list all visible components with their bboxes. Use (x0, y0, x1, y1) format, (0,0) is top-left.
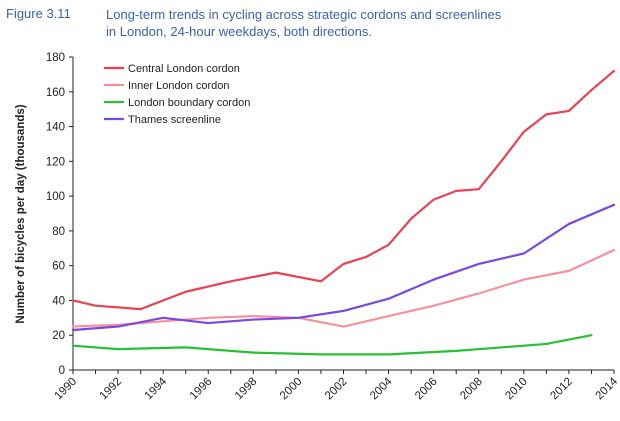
x-tick-label: 2010 (503, 376, 530, 403)
legend-entry-label: Inner London cordon (128, 80, 230, 92)
y-axis-label: Number of bicycles per day (thousands) (15, 104, 27, 323)
figure-label: Figure 3.11 (6, 6, 71, 21)
x-tick-label: 2002 (323, 376, 350, 403)
y-tick-label: 120 (46, 156, 65, 168)
y-tick-label: 20 (52, 330, 65, 342)
series-line-2 (71, 248, 616, 328)
y-ticks: 0 20 40 60 80 100 120 140 160 180 (46, 52, 73, 377)
legend: Central London cordon Inner London cordon… (104, 63, 250, 126)
series-line-1 (71, 69, 616, 311)
x-tick-label: 2000 (278, 376, 305, 403)
x-tick-label: 2008 (458, 376, 485, 403)
series-line-4 (71, 203, 616, 332)
x-tick-label: 1996 (188, 376, 215, 403)
y-tick-label: 160 (46, 87, 65, 99)
x-tick-label: 2012 (548, 376, 575, 403)
x-tick-label: 1992 (98, 376, 125, 403)
y-tick-label: 100 (46, 191, 65, 203)
series-lines (71, 69, 616, 356)
y-tick-label: 140 (46, 122, 65, 134)
x-tick-label: 1990 (53, 376, 80, 403)
x-ticks: 1990 1992 1994 1996 1998 2000 2002 2004 2006 2008… (53, 370, 620, 402)
x-tick-label: 1994 (143, 375, 170, 402)
legend-entry-label: London boundary cordon (128, 97, 250, 109)
y-tick-label: 60 (52, 261, 65, 273)
x-tick-label: 1998 (233, 376, 260, 403)
legend-entry-label: Central London cordon (128, 63, 240, 75)
y-tick-label: 180 (46, 52, 65, 64)
series-line-3 (71, 334, 593, 356)
figure-title: Long-term trends in cycling across strat… (106, 7, 502, 39)
y-tick-label: 40 (52, 295, 65, 307)
y-tick-label: 0 (59, 365, 65, 377)
x-tick-label: 2014 (594, 375, 620, 402)
x-tick-label: 2006 (413, 376, 440, 403)
legend-entry-label: Thames screenline (128, 114, 221, 126)
x-tick-label: 2004 (368, 375, 395, 402)
y-tick-label: 80 (52, 226, 65, 238)
